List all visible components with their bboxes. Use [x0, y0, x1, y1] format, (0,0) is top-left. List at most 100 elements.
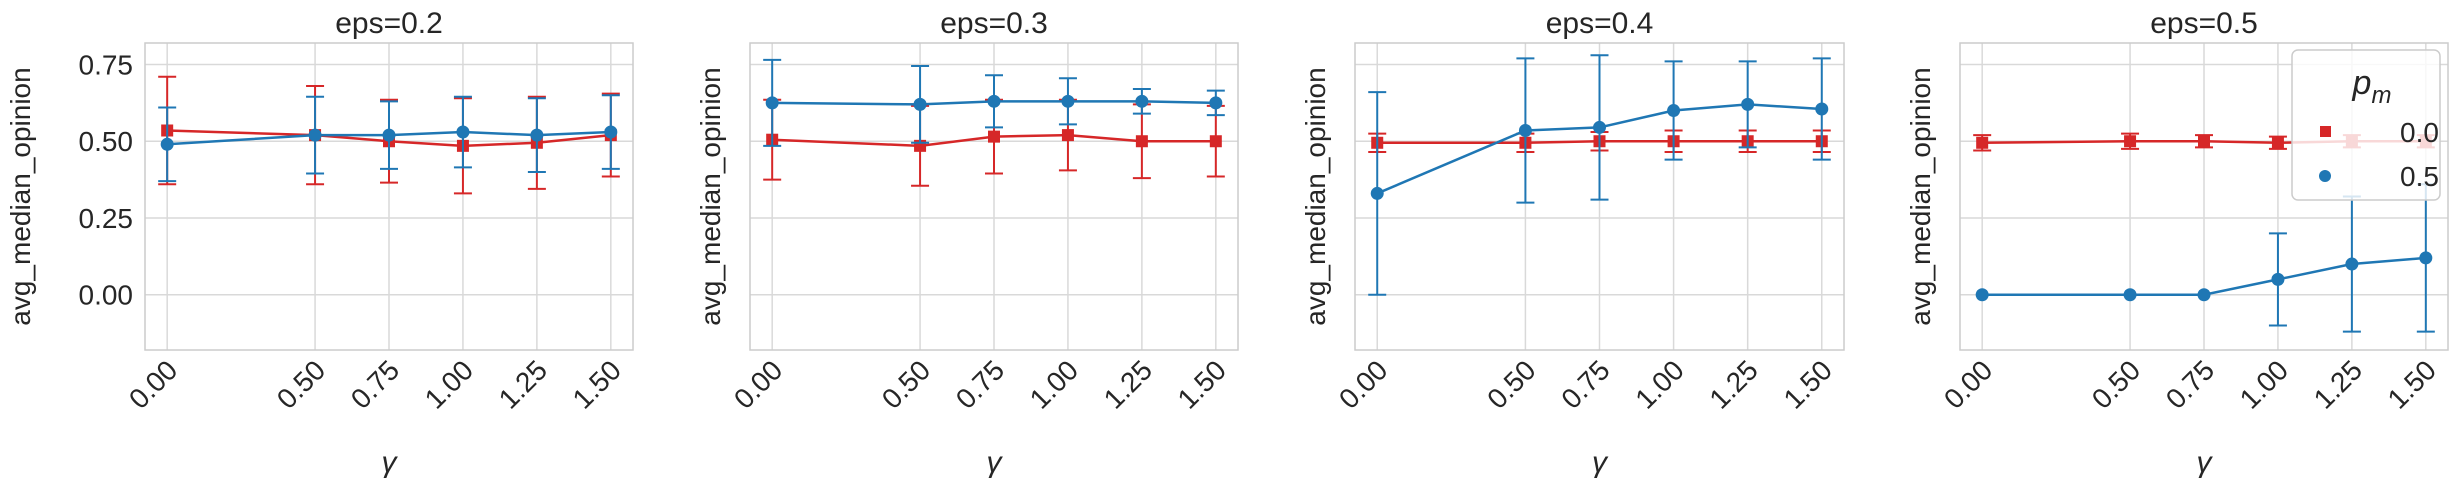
series-0.5 — [1368, 54, 1831, 296]
x-tick-label: 0.75 — [1555, 354, 1615, 414]
series-line — [1376, 103, 1822, 195]
data-point — [1209, 135, 1222, 148]
series-line — [1377, 139, 1822, 145]
data-point — [1667, 104, 1681, 118]
legend-title: pm — [2352, 64, 2392, 109]
x-tick-label: 1.50 — [1778, 354, 1838, 414]
y-axis-label: avg_median_opinion — [5, 67, 36, 325]
data-point — [2197, 288, 2211, 302]
data-point — [308, 128, 322, 142]
x-tick-label: 0.75 — [345, 354, 405, 414]
series-0.5 — [1975, 183, 2435, 333]
series-line — [772, 133, 1216, 148]
x-tick-label: 1.25 — [2308, 354, 2368, 414]
data-point — [2124, 135, 2137, 148]
legend: pm 0.0 0.5 — [2291, 49, 2441, 201]
x-tick-label: 1.00 — [419, 354, 479, 414]
data-point — [160, 137, 174, 151]
x-tick-label: 0.00 — [123, 354, 183, 414]
data-point — [2345, 257, 2359, 271]
series-line — [1982, 256, 2426, 296]
x-tick-label: 1.00 — [2234, 354, 2294, 414]
data-point — [1135, 94, 1149, 108]
x-axis-label: γ — [382, 446, 399, 479]
y-tick-label: 0.75 — [79, 49, 134, 80]
data-point — [530, 128, 544, 142]
series-line — [167, 129, 611, 148]
x-tick-label: 0.00 — [1333, 354, 1393, 414]
x-tick-label: 0.50 — [2086, 354, 2146, 414]
x-tick-label: 0.75 — [950, 354, 1010, 414]
legend-box — [2291, 49, 2441, 201]
chart-title: eps=0.4 — [1546, 7, 1654, 40]
chart-title: eps=0.5 — [2150, 7, 2258, 40]
data-point — [1518, 123, 1532, 137]
x-tick-label: 0.50 — [271, 354, 331, 414]
series-0.5 — [763, 58, 1225, 147]
data-point — [2271, 272, 2285, 286]
x-axis-label: γ — [2197, 446, 2214, 479]
data-point — [604, 125, 618, 139]
x-tick-label: 1.00 — [1024, 354, 1084, 414]
legend-title-sub: m — [2371, 82, 2391, 109]
data-point — [456, 125, 470, 139]
legend-marker-square — [2320, 126, 2331, 137]
data-point — [987, 94, 1001, 108]
chart-title: eps=0.3 — [940, 7, 1048, 40]
series-0.5 — [158, 94, 620, 183]
legend-marker-circle — [2319, 170, 2331, 182]
chart-panel-1: eps=0.20.000.250.500.75avg_median_opinio… — [5, 7, 634, 479]
plot-frame — [1354, 42, 1845, 351]
legend-label: 0.0 — [2400, 117, 2439, 148]
y-tick-label: 0.50 — [79, 126, 134, 157]
data-point — [382, 128, 396, 142]
x-tick-label: 0.50 — [1481, 354, 1541, 414]
series-line — [167, 130, 611, 146]
plot-frame — [144, 42, 634, 351]
y-axis-label: avg_median_opinion — [1300, 67, 1331, 325]
legend-title-main: p — [2352, 64, 2372, 102]
data-point — [1135, 135, 1148, 148]
plot-frame — [1959, 42, 2449, 351]
x-tick-label: 1.50 — [2382, 354, 2442, 414]
data-point — [1976, 136, 1989, 149]
x-tick-label: 1.25 — [1098, 354, 1158, 414]
x-tick-label: 1.25 — [493, 354, 553, 414]
data-point — [1209, 96, 1223, 110]
data-point — [2198, 135, 2210, 148]
x-tick-label: 1.50 — [567, 354, 627, 414]
x-axis-label: γ — [1592, 446, 1609, 479]
x-tick-label: 1.00 — [1629, 354, 1689, 414]
data-point — [1370, 186, 1384, 200]
x-tick-label: 0.75 — [2160, 354, 2220, 414]
x-tick-label: 0.50 — [876, 354, 936, 414]
data-point — [2271, 136, 2284, 149]
y-tick-label: 0.25 — [79, 203, 134, 234]
data-point — [1741, 97, 1755, 111]
x-tick-label: 0.00 — [1938, 354, 1998, 414]
y-axis-label: avg_median_opinion — [1905, 67, 1936, 325]
data-point — [1975, 288, 1989, 302]
x-tick-label: 1.50 — [1172, 354, 1232, 414]
legend-label: 0.5 — [2400, 161, 2439, 192]
series-line — [772, 100, 1216, 106]
data-point — [1061, 94, 1075, 108]
data-point — [1061, 129, 1074, 142]
data-point — [1593, 120, 1606, 134]
x-axis-label: γ — [987, 446, 1004, 479]
data-point — [988, 130, 1000, 143]
y-tick-label: 0.00 — [79, 280, 134, 311]
plot-frame — [749, 42, 1239, 351]
data-point — [1815, 102, 1829, 116]
data-point — [2123, 288, 2137, 302]
chart-title: eps=0.2 — [335, 7, 443, 40]
y-axis-label: avg_median_opinion — [695, 67, 726, 325]
data-point — [913, 97, 927, 111]
data-point — [2419, 251, 2433, 265]
x-tick-label: 0.00 — [728, 354, 788, 414]
data-point — [765, 96, 779, 110]
x-tick-label: 1.25 — [1703, 354, 1763, 414]
